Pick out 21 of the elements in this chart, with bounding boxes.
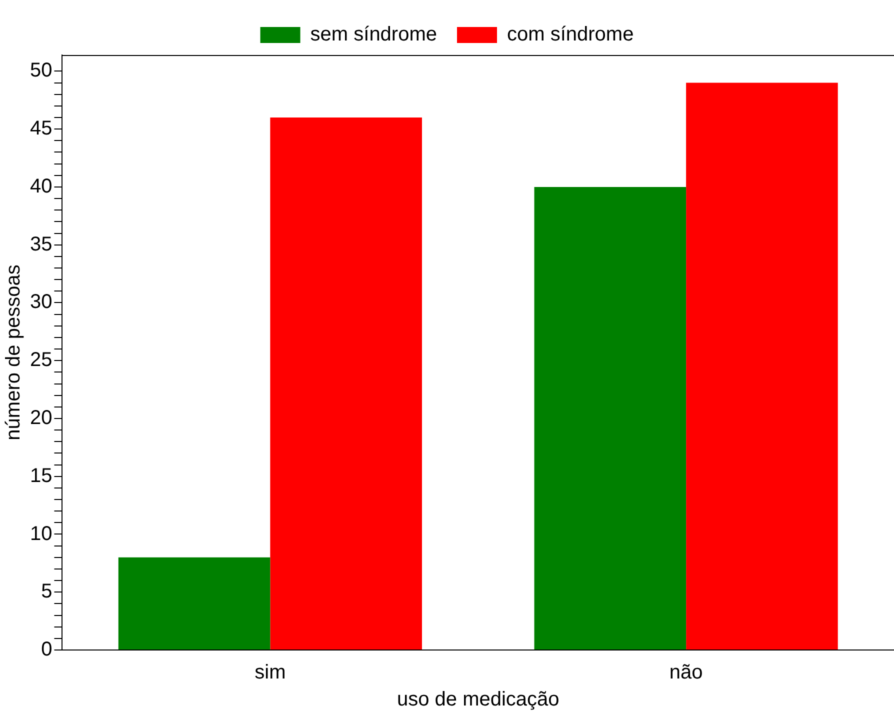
legend-label: com síndrome xyxy=(507,24,634,46)
y-tick-label: 20 xyxy=(30,407,52,429)
x-tick-label: não xyxy=(669,662,703,684)
y-tick-label: 30 xyxy=(30,291,52,314)
bar xyxy=(534,186,686,650)
y-tick-label: 0 xyxy=(41,638,52,661)
y-tick-label: 10 xyxy=(30,522,52,545)
y-tick-label: 35 xyxy=(30,233,52,256)
y-tick-label: 40 xyxy=(30,175,52,198)
bar xyxy=(270,118,422,650)
y-tick-label: 45 xyxy=(30,118,52,140)
bar xyxy=(686,82,838,650)
bar xyxy=(118,557,270,650)
y-tick-label: 50 xyxy=(30,60,52,82)
y-tick-label: 15 xyxy=(30,464,52,487)
y-tick-label: 25 xyxy=(30,349,52,372)
x-tick-label: sim xyxy=(254,662,286,684)
x-axis-title: uso de medicação xyxy=(396,688,560,711)
y-tick-label: 5 xyxy=(41,580,52,603)
legend-label: sem síndrome xyxy=(310,24,438,46)
y-axis-title: número de pessoas xyxy=(2,264,25,440)
